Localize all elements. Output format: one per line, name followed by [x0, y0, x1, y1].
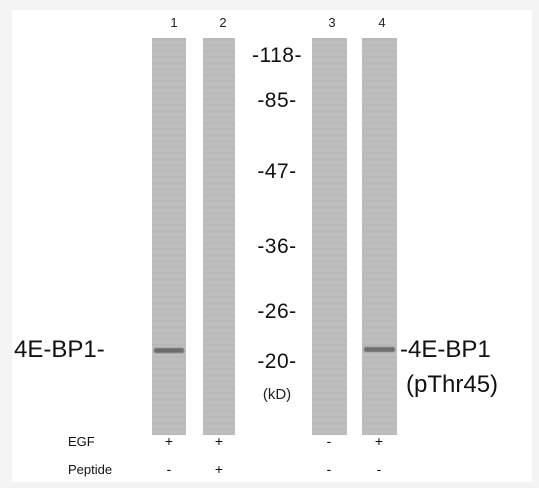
western-blot-panel: 1 2 3 4 -118- -85- -47- -36- -26- -20- (…: [12, 10, 532, 482]
peptide-sign-lane-2: +: [214, 461, 224, 477]
blot-lane-3: [312, 38, 347, 435]
lane-number-1: 1: [170, 15, 178, 30]
lane-number-2: 2: [219, 15, 227, 30]
marker-unit: (kD): [262, 386, 292, 403]
blot-lane-2: [203, 38, 235, 435]
marker-85: -85-: [257, 89, 297, 112]
marker-26: -26-: [257, 300, 297, 323]
blot-lane-1: [152, 38, 186, 435]
peptide-sign-lane-4: -: [376, 461, 382, 477]
lane-number-4: 4: [378, 15, 386, 30]
lane-number-3: 3: [328, 15, 336, 30]
marker-20: -20-: [257, 350, 297, 373]
egf-sign-lane-2: +: [214, 433, 224, 449]
row-label-peptide: Peptide: [68, 462, 113, 477]
peptide-sign-lane-3: -: [326, 461, 332, 477]
protein-band: [154, 348, 184, 353]
blot-lane-4: [362, 38, 397, 435]
marker-47: -47-: [257, 160, 297, 183]
egf-sign-lane-3: -: [326, 433, 332, 449]
row-label-egf: EGF: [68, 434, 95, 449]
egf-sign-lane-1: +: [164, 433, 174, 449]
egf-sign-lane-4: +: [374, 433, 384, 449]
marker-118: -118-: [252, 44, 302, 67]
right-band-label: -4E-BP1: [400, 336, 491, 363]
marker-36: -36-: [257, 235, 297, 258]
protein-band: [364, 347, 395, 352]
right-band-label-site: (pThr45): [406, 371, 499, 398]
peptide-sign-lane-1: -: [166, 461, 172, 477]
left-band-label: 4E-BP1-: [14, 336, 105, 363]
